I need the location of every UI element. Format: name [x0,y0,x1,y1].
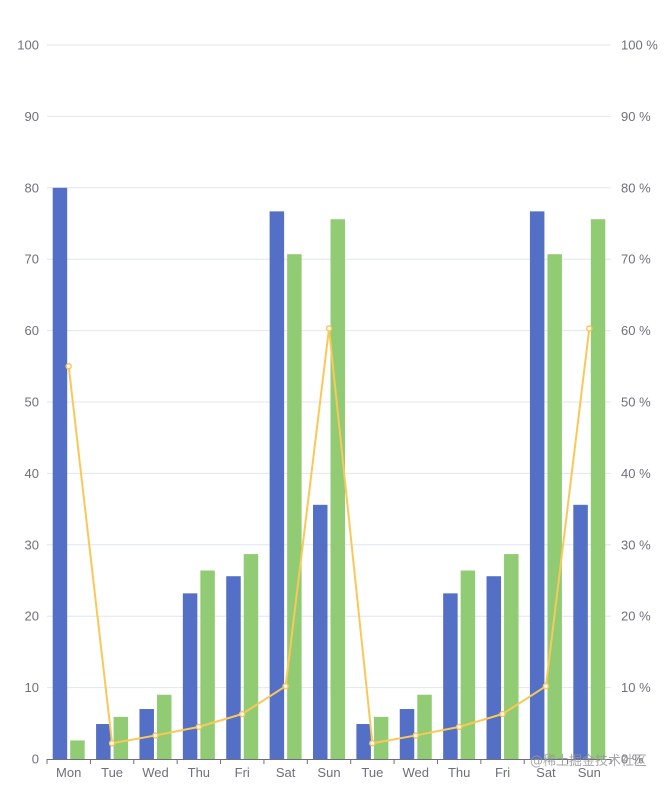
line-point-1 [108,740,116,747]
line-point-7 [369,740,376,747]
line-point-3 [195,723,203,731]
line-series [65,325,593,747]
bar-series-b-6 [330,219,345,759]
y-axis-left: 0 10 20 30 40 50 60 70 80 90 100 [17,38,39,767]
x-category-label: Fri [235,765,250,780]
y-right-tick-label: 90 % [621,109,651,124]
x-category-label: Sun [317,765,340,780]
y-left-tick-label: 20 [25,609,39,624]
y-left-tick-label: 0 [32,752,39,767]
bar-series-b-8 [417,694,432,759]
bar-series-b-11 [547,254,562,759]
x-category-label: Tue [361,765,383,780]
bar-series-a-4 [226,576,241,759]
y-right-tick-label: 50 % [621,395,651,410]
y-right-tick-label: 10 % [621,680,651,695]
y-left-tick-label: 80 [25,180,39,195]
bar-series-a-7 [356,724,371,759]
y-axis-right: 0 % 10 % 20 % 30 % 40 % 50 % 60 % 70 % 80 % 90 % 1… [621,38,658,767]
x-category-label: Sun [578,765,601,780]
y-right-tick-label: 60 % [621,323,651,338]
y-right-tick-label: 70 % [621,252,651,267]
y-left-tick-label: 70 [25,252,39,267]
line-point-9 [455,723,463,731]
y-left-tick-label: 50 [25,395,39,410]
y-left-tick-label: 60 [25,323,39,338]
bar-series-b-0 [70,740,85,759]
bar-series-b-3 [200,570,215,759]
x-category-label: Thu [448,765,470,780]
line-point-10 [499,710,506,718]
y-left-tick-label: 40 [25,466,39,481]
x-category-label: Mon [56,765,81,780]
bar-series-a-5 [269,211,285,759]
line-point-5 [282,682,289,690]
bar-series-a-3 [182,593,198,759]
y-right-tick-label: 20 % [621,609,651,624]
bar-series-b-12 [590,219,606,759]
bar-series-a-8 [399,709,415,759]
y-right-tick-label: 0 % [621,752,644,767]
line-point-0 [65,363,72,370]
bar-series-b-7 [373,716,389,759]
y-left-tick-label: 100 [17,38,39,53]
y-right-tick-label: 80 % [621,180,651,195]
line-point-4 [238,710,246,718]
watermark-text: @稀土掘金技术社区 [529,754,647,769]
line-point-8 [412,732,420,739]
y-left-tick-label: 90 [25,109,39,124]
x-category-label: Fri [495,765,510,780]
line-point-6 [325,325,333,332]
bar-series-a-12 [573,504,588,759]
bar-series-a-9 [443,593,458,759]
bar-series-a-6 [313,504,328,759]
y-right-tick-label: 40 % [621,466,651,481]
y-left-tick-label: 30 [25,537,39,552]
bar-series [52,187,606,760]
grid-lines [47,44,611,689]
x-category-label: Thu [188,765,210,780]
x-axis: Mon Tue Wed Thu Fri Sat Sun Tue Wed Thu Fri Sat Sun [46,759,612,780]
bar-series-a-2 [139,709,154,759]
bar-series-a-11 [529,211,545,759]
line-point-2 [152,732,159,739]
line-point-12 [586,325,593,332]
bar-series-b-5 [287,254,302,759]
bar-series-b-2 [156,694,172,759]
bar-series-a-10 [486,576,502,759]
x-category-label: Sat [536,765,556,780]
x-category-label: Wed [142,765,169,780]
bar-series-b-9 [460,570,476,759]
bar-series-b-1 [113,716,129,759]
bar-series-a-0 [52,187,68,760]
bar-series-b-4 [243,554,259,759]
x-category-label: Tue [101,765,123,780]
y-right-tick-label: 30 % [621,537,651,552]
x-category-label: Wed [403,765,430,780]
bar-series-a-1 [96,724,111,759]
y-right-tick-label: 100 % [621,38,658,53]
x-category-label: Sat [276,765,296,780]
line-point-11 [542,682,550,690]
y-left-tick-label: 10 [25,680,39,695]
bar-series-b-10 [504,554,519,759]
